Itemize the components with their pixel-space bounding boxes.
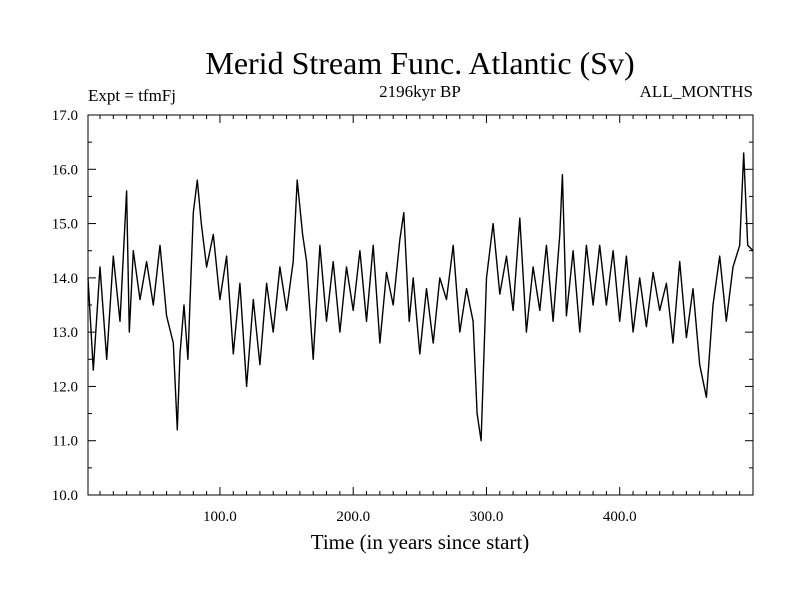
x-tick-label: 400.0 — [603, 509, 637, 525]
y-tick-label: 15.0 — [52, 217, 78, 233]
x-tick-label: 100.0 — [203, 509, 237, 525]
y-tick-label: 13.0 — [52, 325, 78, 341]
x-tick-label: 300.0 — [470, 509, 504, 525]
y-tick-label: 17.0 — [52, 108, 78, 124]
y-tick-label: 10.0 — [52, 488, 78, 504]
y-tick-label: 16.0 — [52, 162, 78, 178]
experiment-label: Expt = tfmFj — [88, 86, 176, 105]
y-axis: 10.0 11.0 12.0 13.0 14.0 15.0 16.0 17.0 — [52, 108, 753, 504]
y-tick-label: 12.0 — [52, 379, 78, 395]
plot-frame — [87, 114, 754, 496]
period-label: 2196kyr BP — [379, 82, 461, 101]
x-tick-label: 200.0 — [336, 509, 370, 525]
x-axis: 100.0 200.0 300.0 400.0 — [99, 115, 741, 525]
chart-title: Merid Stream Func. Atlantic (Sv) — [205, 45, 634, 81]
x-axis-label: Time (in years since start) — [311, 530, 530, 554]
y-tick-label: 11.0 — [52, 434, 78, 450]
y-tick-label: 14.0 — [52, 271, 78, 287]
months-label: ALL_MONTHS — [640, 82, 753, 101]
series-line — [87, 152, 754, 442]
